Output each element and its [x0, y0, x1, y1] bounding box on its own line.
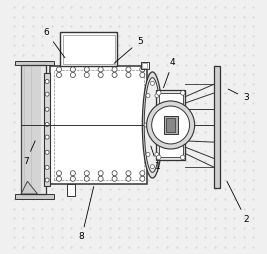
Circle shape: [156, 91, 161, 95]
Circle shape: [98, 171, 103, 176]
Bar: [21, 65, 46, 194]
Text: 6: 6: [44, 28, 65, 58]
Circle shape: [70, 176, 75, 181]
Text: 4: 4: [163, 58, 175, 88]
Circle shape: [144, 123, 148, 127]
Circle shape: [155, 152, 159, 156]
Circle shape: [180, 91, 185, 95]
Circle shape: [126, 67, 131, 72]
Circle shape: [180, 155, 185, 160]
Bar: [15, 195, 54, 199]
Circle shape: [98, 67, 103, 72]
Circle shape: [155, 93, 159, 98]
Circle shape: [45, 92, 49, 96]
Circle shape: [84, 67, 89, 72]
Circle shape: [126, 171, 131, 176]
Bar: [214, 66, 220, 188]
Circle shape: [56, 67, 61, 72]
Bar: [44, 73, 50, 186]
Circle shape: [156, 155, 161, 160]
Circle shape: [112, 176, 117, 181]
Circle shape: [45, 178, 49, 182]
Circle shape: [84, 171, 89, 176]
Circle shape: [150, 165, 155, 169]
Circle shape: [126, 176, 131, 181]
Bar: [60, 32, 117, 66]
Bar: [164, 116, 178, 134]
Circle shape: [56, 171, 61, 176]
Bar: [50, 66, 147, 184]
Circle shape: [45, 150, 49, 154]
Polygon shape: [21, 181, 37, 194]
Bar: [63, 35, 115, 64]
Circle shape: [45, 122, 49, 126]
Circle shape: [140, 176, 145, 181]
Circle shape: [146, 152, 150, 156]
Circle shape: [56, 72, 61, 77]
Text: 8: 8: [79, 186, 94, 241]
Circle shape: [98, 176, 103, 181]
Bar: [159, 93, 183, 157]
Text: 2: 2: [227, 181, 249, 224]
Circle shape: [140, 67, 145, 72]
Text: 3: 3: [228, 89, 249, 102]
Circle shape: [150, 81, 155, 85]
Circle shape: [140, 171, 145, 176]
Circle shape: [112, 171, 117, 176]
Circle shape: [146, 93, 150, 98]
Bar: [15, 60, 54, 65]
Text: 1: 1: [151, 146, 160, 171]
Bar: [141, 62, 149, 69]
Text: 5: 5: [114, 37, 143, 63]
Circle shape: [56, 176, 61, 181]
Bar: [166, 118, 175, 132]
Circle shape: [45, 135, 49, 139]
Text: 7: 7: [23, 141, 35, 166]
Ellipse shape: [142, 72, 163, 178]
Bar: [66, 184, 75, 196]
Circle shape: [84, 176, 89, 181]
Circle shape: [98, 72, 103, 77]
Bar: [54, 70, 144, 180]
Circle shape: [157, 123, 161, 127]
Circle shape: [140, 72, 145, 77]
Circle shape: [112, 72, 117, 77]
Circle shape: [126, 72, 131, 77]
Bar: [156, 90, 185, 160]
Circle shape: [152, 106, 190, 144]
Circle shape: [147, 101, 195, 149]
Circle shape: [70, 67, 75, 72]
Circle shape: [84, 72, 89, 77]
Circle shape: [70, 72, 75, 77]
Circle shape: [70, 171, 75, 176]
Bar: [142, 63, 147, 68]
Circle shape: [112, 67, 117, 72]
Circle shape: [45, 165, 49, 169]
Circle shape: [45, 107, 49, 111]
Circle shape: [45, 80, 49, 84]
Ellipse shape: [144, 78, 161, 172]
